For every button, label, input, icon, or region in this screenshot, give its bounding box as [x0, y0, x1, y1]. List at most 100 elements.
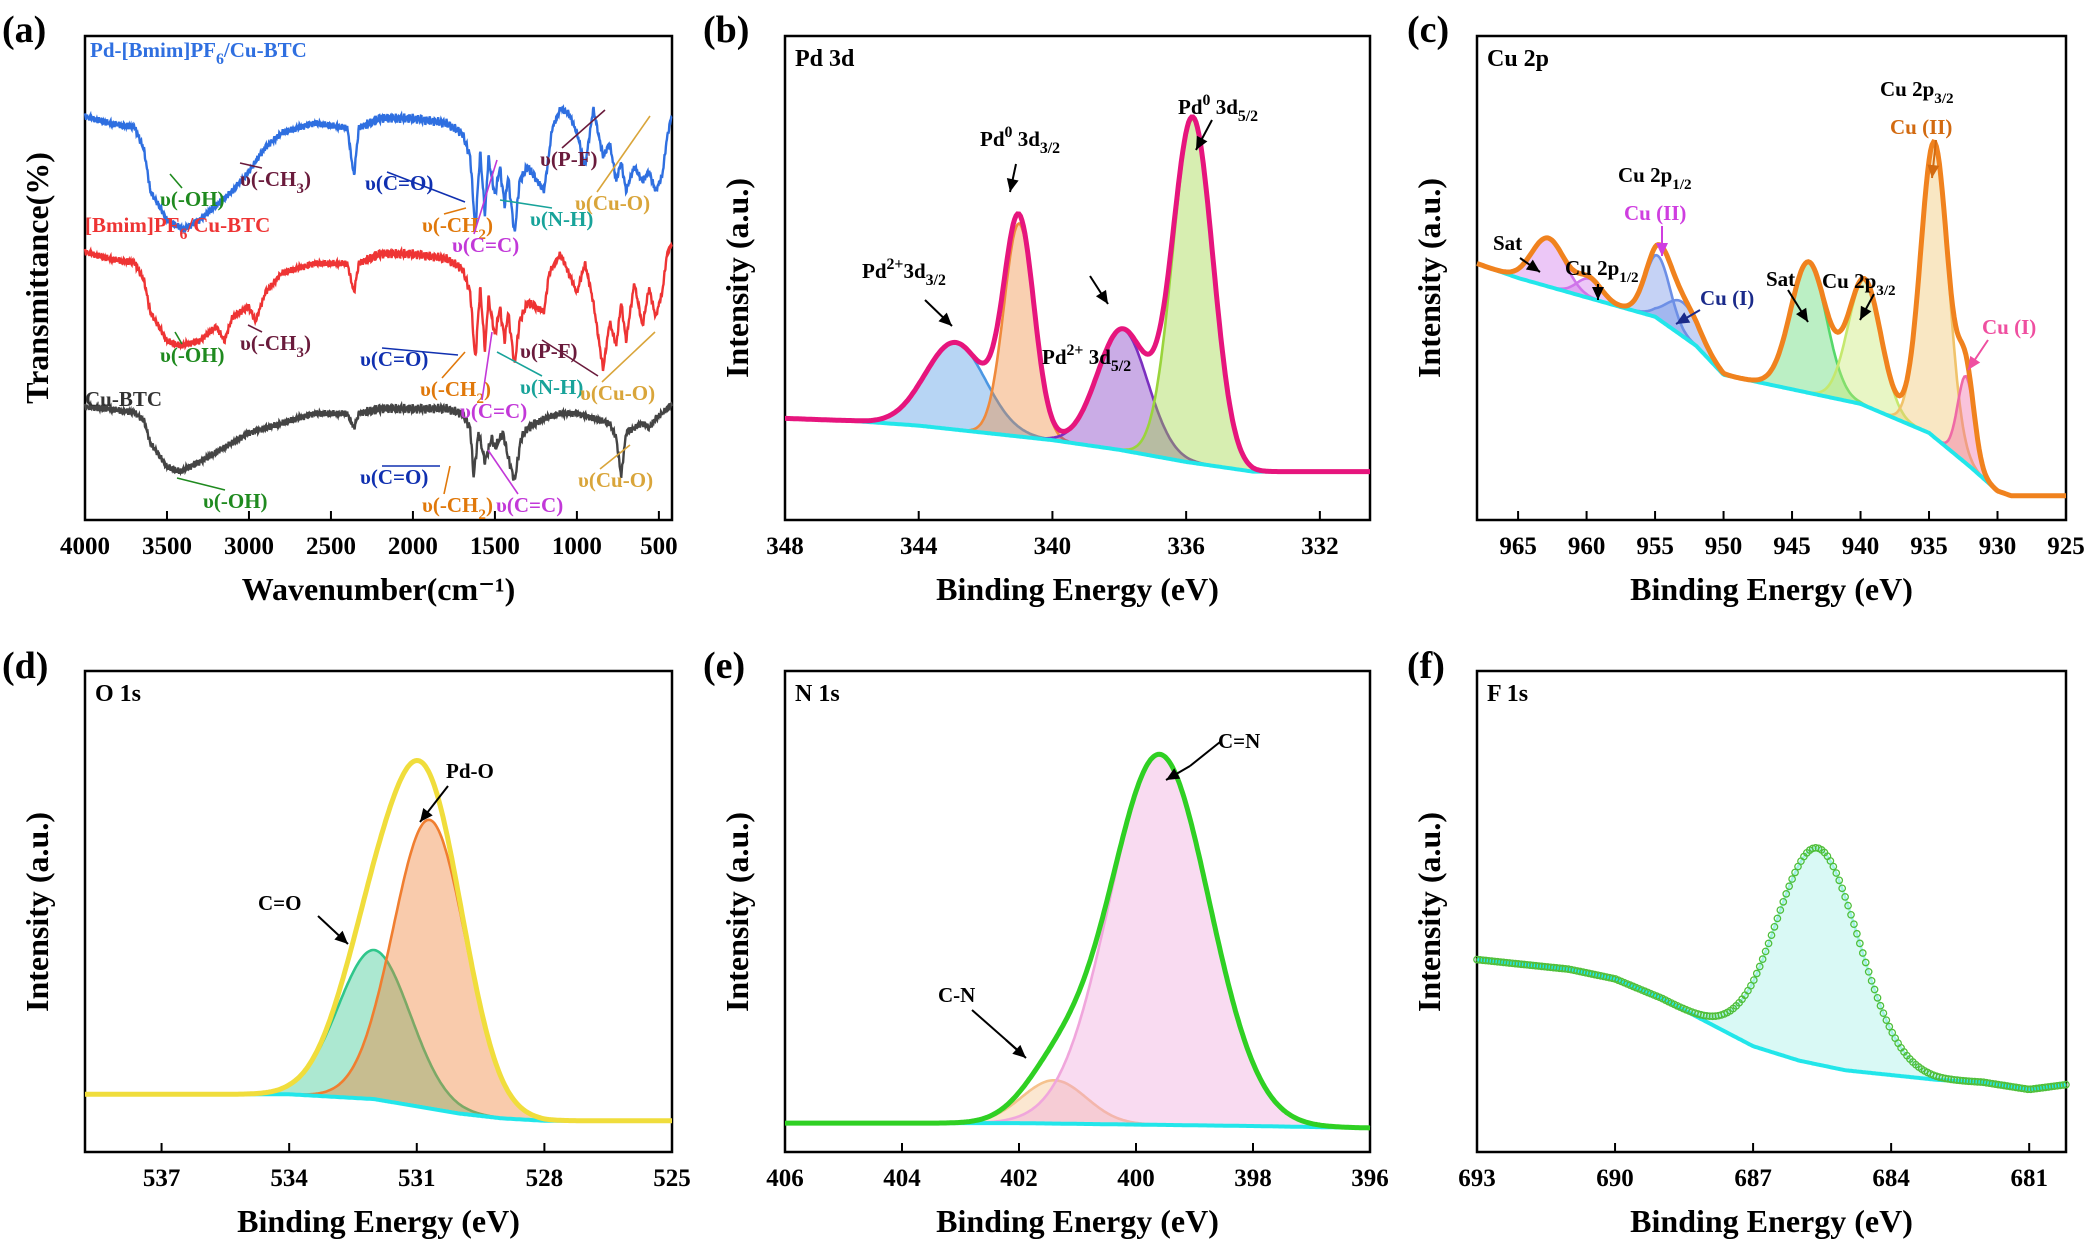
data-point: [1832, 869, 1841, 877]
peak-annotation: Pd0 3d3/2: [980, 124, 1060, 157]
arrow-head: [1525, 259, 1540, 272]
x-tick-label: 406: [766, 1165, 804, 1192]
data-point: [1749, 976, 1758, 984]
x-tick-label: 2000: [388, 533, 438, 560]
x-tick-label: 940: [1842, 533, 1880, 560]
band-annotation: υ(C=C): [460, 399, 527, 423]
plot-frame: [783, 669, 1372, 1154]
y-axis-title: Transmittance(%): [19, 152, 55, 404]
panel-title: F 1s: [1487, 681, 1528, 707]
band-annotation: υ(-CH2): [422, 493, 493, 523]
annotation-part-sub: 2: [478, 507, 486, 523]
series-label: Cu-BTC: [85, 387, 162, 411]
data-point: [1876, 1001, 1885, 1010]
x-tick-label: 950: [1705, 533, 1743, 560]
annotation-part-text: C=O: [258, 891, 301, 915]
panel-title: Cu 2p: [1487, 46, 1549, 72]
annotation-part-sub: 1/2: [1672, 177, 1691, 193]
panel-letter: (a): [2, 9, 46, 51]
peak-annotation: C-N: [938, 983, 975, 1007]
data-point: [1873, 993, 1882, 1002]
peak-fill: [1669, 847, 1966, 1082]
annotation-leader: [169, 173, 183, 189]
envelope-line: [785, 751, 1370, 1131]
annotation-part-sup: 0: [1203, 92, 1211, 109]
band-annotation: υ(C=O): [360, 465, 428, 489]
panel-letter: (b): [703, 9, 749, 51]
annotation-part-main: Pd: [1042, 345, 1067, 369]
peak-annotation: Pd2+3d3/2: [862, 256, 946, 289]
annotation-part-main: Pd: [980, 127, 1005, 151]
arrow-head: [334, 930, 348, 944]
peak-fill: [245, 950, 504, 1119]
data-point: [1761, 947, 1770, 956]
x-tick-label: 684: [1872, 1165, 1910, 1192]
peak-fill: [847, 342, 1063, 442]
data-point: [1853, 929, 1861, 938]
band-annotation: υ(Cu-O): [578, 468, 653, 492]
band-annotation: υ(-CH2): [420, 377, 491, 407]
band-annotation: υ(-CH3): [240, 331, 311, 361]
data-point: [2062, 1080, 2070, 1089]
annotation-leader: [601, 331, 656, 383]
annotation-part-text: Cu (II): [1624, 201, 1686, 225]
annotation-part-text: Cu (I): [1982, 315, 2036, 339]
band-annotation: υ(P-F): [520, 339, 578, 363]
annotation-leader: [496, 351, 543, 377]
annotation-part-text: υ(N-H): [530, 207, 593, 231]
data-point: [1791, 868, 1799, 877]
annotation-part-sub: 3/2: [1040, 140, 1060, 157]
baseline-line: [1476, 261, 2066, 498]
band-annotation: υ(-CH3): [240, 167, 311, 197]
band-annotation: υ(Cu-O): [575, 191, 650, 215]
panel-f: 693 690 687 684 681 (f) Binding Energy (eV) Int…: [1407, 645, 2070, 1239]
annotation-leader: [487, 449, 519, 495]
data-point: [1788, 875, 1796, 883]
peak-annotation: Pd0 3d5/2: [1178, 92, 1258, 125]
peak-annotation: Cu (II): [1624, 201, 1686, 225]
annotation-part-text: Cu 2p: [1880, 77, 1934, 101]
annotation-part-text: υ(C=C): [452, 233, 519, 257]
annotation-part-text: Pd-O: [446, 759, 494, 783]
annotation-part-text: υ(C=C): [496, 493, 563, 517]
annotation-part-sub: 6: [179, 226, 187, 243]
annotation-part-sub: 2: [476, 391, 484, 407]
annotation-part-text: υ(C=C): [460, 399, 527, 423]
x-tick-label: 402: [1000, 1165, 1038, 1192]
x-tick-label: 528: [526, 1165, 564, 1192]
arrow-head: [420, 808, 433, 822]
annotation-part-sup: 2+: [887, 256, 904, 273]
arrow-head: [938, 312, 952, 326]
annotation-part-text: υ(Cu-O): [578, 468, 653, 492]
envelope-line: [1476, 139, 2066, 499]
annotation-leader: [441, 351, 466, 379]
x-tick-label: 681: [2010, 1165, 2048, 1192]
plot-frame: [1475, 669, 2068, 1154]
arrow-head: [1796, 307, 1808, 322]
data-point: [1782, 890, 1791, 898]
peak-annotation: Cu (I): [1982, 315, 2036, 339]
x-tick-label: 965: [1499, 533, 1537, 560]
annotation-part-sub: 3: [296, 181, 304, 197]
band-annotation: υ(Cu-O): [580, 381, 655, 405]
x-tick-label: 935: [1910, 533, 1948, 560]
data-point: [1858, 949, 1867, 957]
annotation-part-sup: 0: [1005, 124, 1013, 141]
annotation-part-text: Cu (II): [1890, 115, 1952, 139]
x-tick-label: 1500: [470, 533, 520, 560]
annotation-part-text: υ(Cu-O): [575, 191, 650, 215]
x-axis-title: Binding Energy (eV): [1630, 571, 1913, 607]
data-point: [1785, 882, 1794, 891]
annotation-leader: [381, 347, 459, 356]
annotation-part-text: [Bmim]PF: [85, 213, 179, 237]
x-tick-label: 344: [900, 533, 938, 560]
band-annotation: υ(N-H): [520, 375, 583, 399]
x-tick-label: 945: [1773, 533, 1811, 560]
data-point: [1879, 1009, 1888, 1018]
x-tick-label: 531: [398, 1165, 436, 1192]
panel-d: 537 534 531 528 525 (d) Binding Energy (eV) Int…: [2, 645, 691, 1239]
y-axis-title: Intensity (a.u.): [719, 812, 755, 1012]
band-annotation: υ(-OH): [160, 343, 225, 367]
x-tick-label: 400: [1117, 1165, 1155, 1192]
data-point: [1882, 1016, 1891, 1025]
